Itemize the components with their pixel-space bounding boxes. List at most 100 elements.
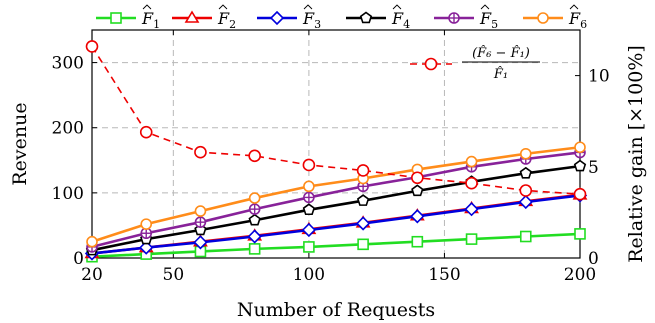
legend-label: F4 <box>391 9 410 31</box>
legend-hat-glyph <box>569 4 579 10</box>
y-axis-label: Revenue <box>9 102 31 185</box>
data-point <box>248 149 261 163</box>
data-point <box>465 233 478 245</box>
data-point <box>357 238 369 251</box>
y-tick-label: 200 <box>52 119 84 139</box>
legend-entry: F1 <box>96 4 160 31</box>
data-point <box>303 191 315 204</box>
data-point <box>519 184 533 197</box>
grid <box>92 30 580 258</box>
data-point <box>464 202 479 217</box>
data-point <box>356 164 370 177</box>
y2-tick-label: 10 <box>588 67 610 87</box>
x-tick-label: 150 <box>428 265 460 285</box>
x-tick-label: 100 <box>293 265 325 285</box>
data-point <box>303 241 315 253</box>
plot-frame <box>91 29 581 259</box>
data-point <box>86 235 98 248</box>
legend-hat-glyph <box>218 4 228 10</box>
data-point <box>140 218 153 230</box>
legend-label: F3 <box>302 9 321 31</box>
data-point <box>139 125 153 139</box>
x-tick-label: 20 <box>81 265 103 285</box>
series-line <box>91 194 581 255</box>
data-point <box>269 10 285 26</box>
data-point <box>302 158 316 172</box>
data-point <box>184 10 200 23</box>
legend-entry: F6 <box>523 4 587 31</box>
legend: F1 F2 F3 F4 F5 F6 (F̂₆ − F̂₁) F̂₁ <box>96 4 587 82</box>
data-point <box>193 235 208 250</box>
data-point <box>574 141 586 154</box>
legend-hat-glyph <box>480 4 490 10</box>
data-point <box>465 155 478 168</box>
series-3 <box>84 188 588 261</box>
x-tick-label: 200 <box>564 265 596 285</box>
data-point <box>359 11 373 24</box>
data-point <box>411 171 424 185</box>
y2-axis-label: Relative gain [×100%] <box>625 45 647 263</box>
data-point <box>424 57 438 71</box>
data-point <box>248 192 261 204</box>
data-point <box>248 203 261 215</box>
x-axis-label: Number of Requests <box>237 299 435 321</box>
data-point <box>303 180 315 193</box>
data-point <box>573 187 587 201</box>
data-point <box>537 12 549 24</box>
legend-label: F6 <box>568 9 587 31</box>
series-relative-gain <box>85 40 587 201</box>
series-line <box>91 164 581 252</box>
legend-entry-relative-gain: (F̂₆ − F̂₁) F̂₁ <box>410 45 540 82</box>
legend-label: F5 <box>479 9 498 31</box>
y-tick-label: 100 <box>52 184 84 204</box>
data-point <box>357 180 369 193</box>
data-point <box>356 194 370 206</box>
series-line <box>91 232 581 258</box>
data-point <box>519 147 532 160</box>
legend-fraction-denominator: F̂₁ <box>493 66 508 82</box>
y-tick-label: 0 <box>73 249 84 269</box>
legend-hat-glyph <box>392 4 402 10</box>
series-line <box>91 145 581 243</box>
data-point <box>85 40 99 53</box>
legend-entry: F4 <box>346 4 410 31</box>
series-line <box>91 151 581 249</box>
legend-label: F2 <box>217 9 236 31</box>
data-point <box>139 240 154 255</box>
series-lines <box>84 40 588 263</box>
legend-hat-glyph <box>142 4 152 10</box>
data-point <box>411 235 424 248</box>
legend-entry: F2 <box>172 4 236 31</box>
legend-label: F1 <box>141 9 160 31</box>
data-point <box>301 222 317 238</box>
data-point <box>248 213 261 226</box>
series-6 <box>86 141 586 248</box>
y2-tick-label: 5 <box>588 158 599 178</box>
x-tick-label: 50 <box>163 265 185 285</box>
data-point <box>519 166 532 179</box>
y-tick-label: 300 <box>52 54 84 74</box>
relative-gain-line <box>91 45 581 195</box>
data-point <box>518 194 533 210</box>
data-point <box>194 145 207 159</box>
data-point <box>448 12 460 24</box>
data-point <box>410 209 425 224</box>
data-point <box>411 184 424 197</box>
data-point <box>465 176 478 190</box>
legend-entry: F5 <box>434 4 498 31</box>
data-point <box>519 230 532 243</box>
data-point <box>247 229 262 244</box>
data-point <box>248 243 261 255</box>
data-point <box>573 159 587 172</box>
data-point <box>194 216 207 228</box>
legend-hat-glyph <box>303 4 313 10</box>
data-point <box>110 12 122 24</box>
data-point <box>302 203 316 216</box>
series-4 <box>85 159 587 256</box>
data-point <box>194 205 207 217</box>
data-point <box>574 228 586 240</box>
y2-tick-label: 0 <box>588 249 599 269</box>
legend-fraction-numerator: (F̂₆ − F̂₁) <box>472 45 530 61</box>
data-point <box>355 216 371 231</box>
